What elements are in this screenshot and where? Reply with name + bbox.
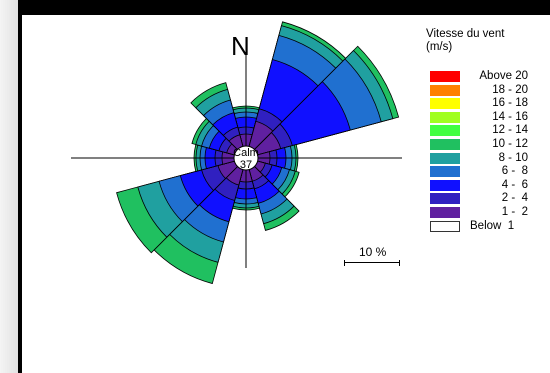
legend-label: Below 1 [470, 219, 515, 232]
legend-swatch [430, 166, 460, 178]
legend-swatch [430, 71, 460, 82]
legend-label: 14 - 16 [492, 110, 528, 123]
calm-value: 37 [240, 159, 252, 171]
legend-label: 1 - 2 [501, 205, 528, 218]
legend-swatch [430, 152, 460, 164]
legend-title: Vitesse du vent (m/s) [426, 28, 550, 54]
legend-label: 16 - 18 [492, 97, 528, 110]
legend-swatch [430, 206, 460, 218]
legend-label: 2 - 4 [501, 192, 528, 205]
legend-swatch [430, 193, 460, 205]
legend-swatch [430, 111, 460, 123]
legend-label: 12 - 14 [492, 124, 528, 137]
legend-title-line: (m/s) [426, 41, 453, 53]
legend-label: 8 - 10 [498, 151, 528, 164]
legend-swatch [430, 179, 460, 191]
windrose-panel: Calm 37 N Vitesse du vent (m/s) Above 20 18… [22, 15, 550, 373]
legend-label: 6 - 8 [501, 165, 528, 178]
legend-label: 10 - 12 [492, 137, 528, 150]
scale-label: 10 % [359, 245, 387, 259]
legend-swatch [430, 138, 460, 150]
north-label: N [231, 31, 250, 61]
legend-label: 18 - 20 [492, 83, 528, 96]
legend-swatch [430, 220, 460, 232]
window-left-strip [0, 0, 18, 373]
legend-swatch [430, 98, 460, 110]
legend-title-line: Vitesse du vent [426, 28, 505, 40]
legend-swatch [430, 125, 460, 137]
calm-label: Calm [233, 147, 259, 159]
legend-label: 4 - 6 [501, 178, 528, 191]
legend-swatch [430, 84, 460, 96]
legend-label: Above 20 [479, 70, 528, 82]
scale-bar [344, 260, 400, 266]
